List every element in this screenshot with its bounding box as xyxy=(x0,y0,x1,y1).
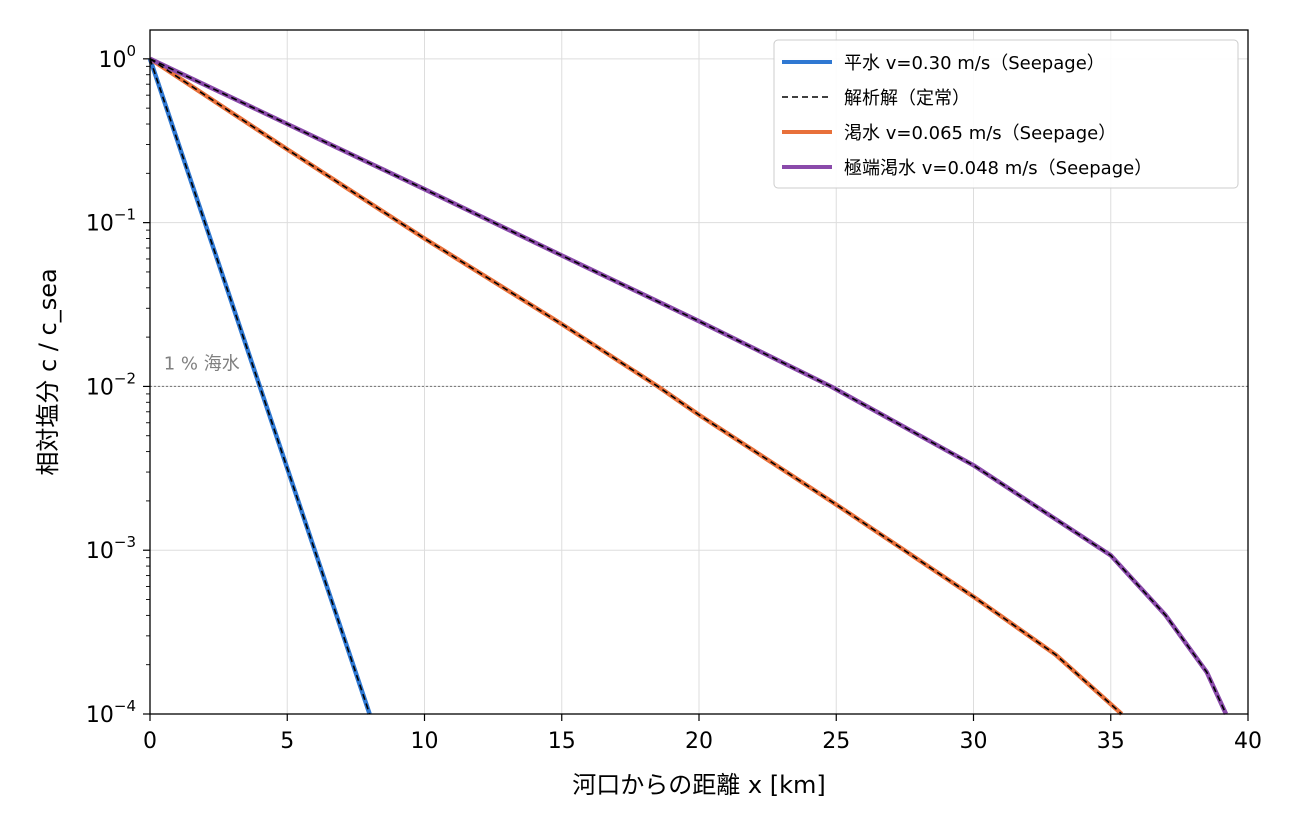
x-tick-label: 20 xyxy=(685,729,713,754)
legend: 平水 v=0.30 m/s（Seepage） 解析解（定常） 渇水 v=0.065 … xyxy=(773,39,1239,189)
legend-label: 極端渇水 v=0.048 m/s（Seepage） xyxy=(844,158,1152,179)
reference-line-label: 1 % 海水 xyxy=(164,353,240,374)
legend-label: 解析解（定常） xyxy=(844,88,970,109)
y-tick-label: 10−4 xyxy=(86,697,136,728)
ticks: 0 5 10 15 20 25 30 35 40 100 10−1 10−2 10−3 10−4 xyxy=(86,42,1262,754)
series-group xyxy=(147,56,1229,716)
analytic-line-2 xyxy=(149,58,1123,715)
y-tick-label: 10−1 xyxy=(86,206,136,237)
reference-line-group: 1 % 海水 xyxy=(150,353,1248,388)
y-tick-label: 100 xyxy=(98,42,136,73)
y-tick-label: 10−2 xyxy=(86,369,136,400)
x-tick-label: 10 xyxy=(411,729,439,754)
legend-label: 平水 v=0.30 m/s（Seepage） xyxy=(844,53,1105,74)
y-axis-label: 相対塩分 c / c_sea xyxy=(34,268,62,475)
x-axis-label: 河口からの距離 x [km] xyxy=(572,771,825,799)
legend-label: 渇水 v=0.065 m/s（Seepage） xyxy=(844,123,1116,144)
x-tick-label: 15 xyxy=(548,729,576,754)
x-tick-label: 35 xyxy=(1097,729,1125,754)
x-tick-label: 0 xyxy=(143,729,157,754)
x-tick-label: 30 xyxy=(960,729,988,754)
analytic-line-1 xyxy=(149,58,371,715)
x-tick-label: 40 xyxy=(1234,729,1262,754)
x-tick-label: 25 xyxy=(822,729,850,754)
legend-box xyxy=(773,39,1239,189)
y-tick-label: 10−3 xyxy=(86,533,136,564)
analytic-line-3 xyxy=(149,58,1227,715)
x-tick-label: 5 xyxy=(280,729,294,754)
